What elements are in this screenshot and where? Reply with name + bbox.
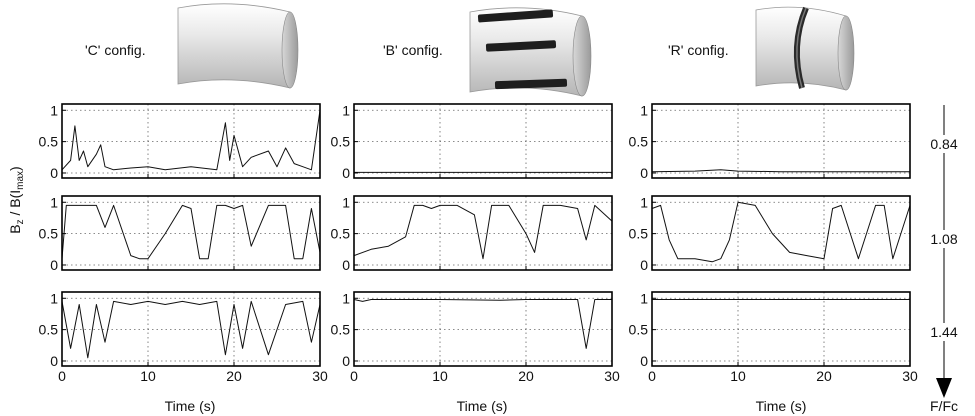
y-tick-label: 0.5 — [629, 226, 649, 242]
panel-frame — [651, 291, 911, 367]
cylinder-b — [469, 7, 592, 97]
bar-strip-bottom — [494, 78, 568, 90]
y-tick-label: 0 — [50, 165, 58, 181]
panel-c-row1: 00.51 — [39, 102, 321, 181]
panel-r-row3: 00.510 10 20 30 — [629, 290, 918, 384]
x-tick-label: 30 — [902, 368, 918, 384]
y-tick-label: 1 — [50, 194, 58, 210]
y-tick-label: 0.5 — [39, 134, 59, 150]
y-tick-label: 0.5 — [331, 134, 351, 150]
y-tick-label: 1 — [50, 290, 58, 306]
panel-b-row1: 00.51 — [331, 102, 613, 181]
y-tick-label: 0 — [342, 165, 350, 181]
ratio-label-row-1: 0.84 — [930, 136, 957, 152]
panel-frame — [651, 103, 911, 179]
y-tick-label: 0 — [640, 257, 648, 273]
y-tick-label: 1 — [342, 194, 350, 210]
x-tick-label: 0 — [648, 368, 656, 384]
series-trace-c-row2 — [61, 204, 321, 260]
panel-b-row3: 00.510 10 20 30 — [331, 290, 620, 384]
config-label-b: 'B' config. — [383, 42, 443, 58]
series-trace-b-row3 — [353, 299, 612, 349]
bar-strip-middle — [485, 40, 557, 52]
x-tick-label: 10 — [140, 368, 156, 384]
y-tick-label: 0.5 — [39, 226, 59, 242]
series-trace-r-row1 — [651, 169, 910, 173]
y-tick-label: 0 — [640, 353, 648, 369]
y-tick-label: 0 — [50, 353, 58, 369]
y-tick-label: 0 — [342, 257, 350, 273]
panel-b-row2: 00.51 — [331, 194, 613, 273]
x-tick-label: 10 — [730, 368, 746, 384]
y-tick-label: 1 — [640, 290, 648, 306]
x-axis-label-c: Time (s) — [165, 398, 216, 414]
x-axis-label-r: Time (s) — [756, 398, 807, 414]
y-tick-label: 0 — [50, 257, 58, 273]
y-tick-label: 0 — [342, 353, 350, 369]
x-tick-label: 20 — [816, 368, 832, 384]
y-tick-label: 0.5 — [629, 322, 649, 338]
panel-frame — [61, 291, 321, 367]
y-tick-label: 0 — [640, 165, 648, 181]
cylinder-c — [177, 3, 299, 89]
x-tick-label: 30 — [312, 368, 328, 384]
series-trace-r-row2 — [651, 201, 911, 263]
panel-frame — [353, 195, 613, 271]
x-axis-label-b: Time (s) — [457, 398, 508, 414]
panel-frame — [353, 291, 613, 367]
panel-frame — [353, 103, 613, 179]
y-tick-label: 1 — [50, 102, 58, 118]
x-tick-label: 0 — [350, 368, 358, 384]
bar-strip-top — [477, 9, 554, 23]
ratio-arrow-head — [936, 378, 952, 398]
y-tick-label: 1 — [640, 102, 648, 118]
series-trace-b-row2 — [353, 204, 613, 260]
y-tick-label: 0.5 — [629, 134, 649, 150]
y-tick-label: 1 — [342, 290, 350, 306]
y-tick-label: 0.5 — [331, 322, 351, 338]
ratio-label-row-3: 1.44 — [930, 324, 957, 340]
x-tick-label: 10 — [432, 368, 448, 384]
config-label-r: 'R' config. — [668, 42, 729, 58]
series-trace-c-row1 — [61, 110, 321, 171]
panel-c-row2: 00.51 — [39, 194, 321, 273]
y-tick-label: 0.5 — [331, 226, 351, 242]
x-tick-label: 0 — [58, 368, 66, 384]
x-tick-label: 20 — [518, 368, 534, 384]
panel-frame — [61, 195, 321, 271]
y-tick-label: 1 — [640, 194, 648, 210]
y-tick-label: 1 — [342, 102, 350, 118]
x-tick-label: 20 — [226, 368, 242, 384]
ratio-axis-label: F/Fc — [930, 398, 958, 414]
panel-frame — [651, 195, 911, 271]
x-tick-label: 30 — [604, 368, 620, 384]
panel-r-row1: 00.51 — [629, 102, 911, 181]
series-trace-c-row3 — [61, 300, 321, 359]
config-label-c: 'C' config. — [85, 42, 146, 58]
ratio-label-row-2: 1.08 — [930, 231, 957, 247]
panel-frame — [61, 103, 321, 179]
cylinder-r — [755, 6, 855, 91]
y-axis-label: Bz / B(Imax) — [7, 166, 26, 233]
y-tick-label: 0.5 — [39, 322, 59, 338]
panel-c-row3: 00.510 10 20 30 — [39, 290, 328, 384]
panel-r-row2: 00.51 — [629, 194, 911, 273]
